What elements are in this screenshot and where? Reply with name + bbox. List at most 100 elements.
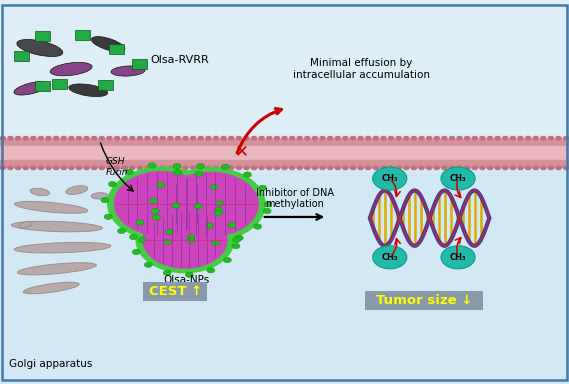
Text: Olsa-RVRR: Olsa-RVRR [151,55,209,65]
Circle shape [191,137,196,140]
Circle shape [152,215,160,220]
Circle shape [244,172,251,177]
FancyBboxPatch shape [75,30,90,40]
Circle shape [343,137,348,140]
Circle shape [76,137,81,140]
Circle shape [274,166,279,170]
Circle shape [212,240,220,246]
Ellipse shape [69,84,108,96]
Circle shape [556,166,561,170]
Circle shape [211,184,218,190]
Text: CEST ↑: CEST ↑ [149,285,202,298]
Circle shape [358,166,363,170]
Text: Inhibitor of DNA
methylation: Inhibitor of DNA methylation [255,188,334,209]
Circle shape [38,137,43,140]
Circle shape [351,137,356,140]
Circle shape [373,137,378,140]
Circle shape [297,137,302,140]
Circle shape [434,137,439,140]
Circle shape [221,164,229,169]
Ellipse shape [18,263,96,275]
Circle shape [152,137,158,140]
Circle shape [320,166,325,170]
Circle shape [366,166,371,170]
Circle shape [472,166,477,170]
Circle shape [264,202,272,207]
Circle shape [259,137,264,140]
Circle shape [472,137,477,140]
Circle shape [254,224,262,229]
Circle shape [533,166,538,170]
Bar [0,0,569,159]
Circle shape [99,137,104,140]
Circle shape [495,166,500,170]
Circle shape [46,137,51,140]
Circle shape [145,262,152,267]
Circle shape [411,137,417,140]
Circle shape [187,234,195,240]
Ellipse shape [162,172,259,237]
Circle shape [114,166,119,170]
Circle shape [99,166,104,170]
Circle shape [118,228,126,233]
Circle shape [396,166,401,170]
FancyBboxPatch shape [35,81,50,91]
Circle shape [46,166,51,170]
Text: CH₃: CH₃ [381,253,398,262]
Ellipse shape [30,188,50,196]
Circle shape [465,137,470,140]
Circle shape [518,137,523,140]
Ellipse shape [155,167,266,242]
Circle shape [175,137,180,140]
Circle shape [168,137,173,140]
Circle shape [495,137,500,140]
Circle shape [214,210,222,216]
Circle shape [145,166,150,170]
Circle shape [229,137,234,140]
Circle shape [556,137,561,140]
Circle shape [236,166,241,170]
Circle shape [233,237,241,243]
Circle shape [185,272,193,278]
Bar [0,139,569,147]
Ellipse shape [114,171,211,236]
Circle shape [563,137,569,140]
Circle shape [228,223,236,228]
Circle shape [160,166,165,170]
Circle shape [125,169,133,174]
Circle shape [163,240,171,245]
Circle shape [101,197,109,203]
Circle shape [351,166,356,170]
Circle shape [366,137,371,140]
Circle shape [526,166,531,170]
Circle shape [15,137,20,140]
Circle shape [244,166,249,170]
Circle shape [213,137,218,140]
Circle shape [129,234,137,240]
Ellipse shape [66,186,88,194]
Circle shape [267,166,272,170]
Circle shape [442,137,447,140]
Circle shape [195,204,203,209]
Circle shape [236,137,241,140]
Ellipse shape [107,166,217,241]
Ellipse shape [50,63,92,76]
Circle shape [109,182,117,187]
Circle shape [251,166,257,170]
Circle shape [320,137,325,140]
Ellipse shape [23,282,79,294]
Circle shape [450,166,455,170]
Circle shape [441,167,475,190]
Circle shape [229,166,234,170]
Circle shape [373,167,407,190]
Circle shape [168,166,173,170]
Circle shape [502,166,508,170]
Ellipse shape [14,82,49,95]
Circle shape [138,237,146,243]
Circle shape [335,166,340,170]
Circle shape [84,166,89,170]
Circle shape [232,243,240,249]
Circle shape [381,166,386,170]
Circle shape [61,166,67,170]
Circle shape [137,137,142,140]
